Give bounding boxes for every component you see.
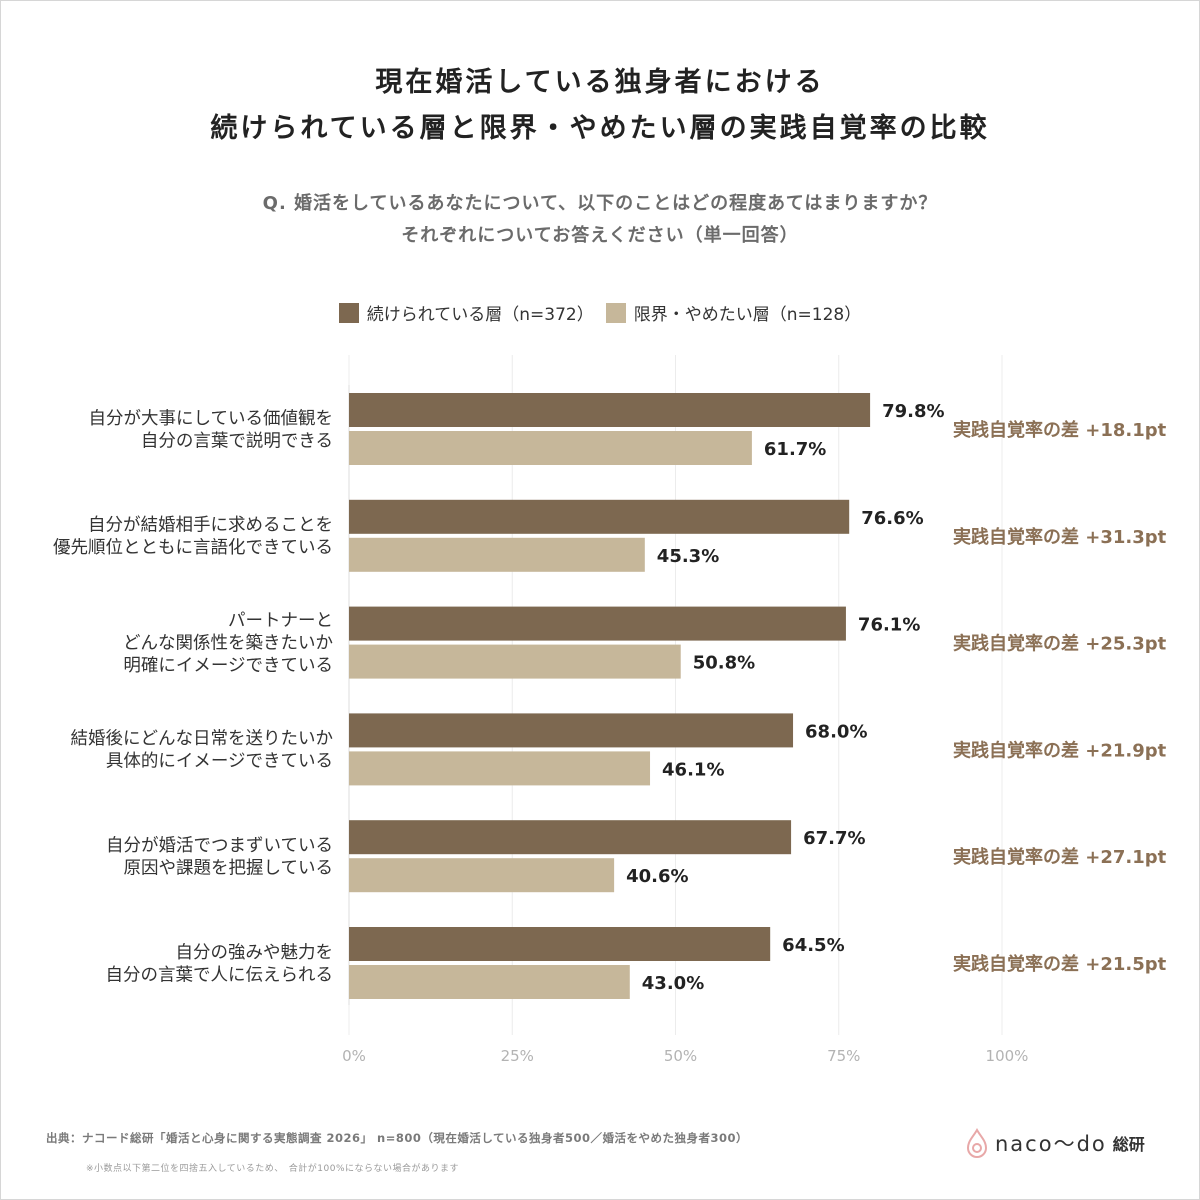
difference-label: 実践自覚率の差 +27.1pt — [953, 846, 1167, 868]
x-tick-label: 25% — [501, 1047, 534, 1065]
legend-item-series-2: 限界・やめたい層（n=128） — [605, 300, 862, 325]
category-label: 自分の言葉で人に伝えられる — [106, 965, 334, 985]
bar-value-label: 64.5% — [782, 935, 844, 956]
bar-chart: 0% 25% 50% 75% 100% 自分が大事にしている価値観を自分の言葉で説明できる… — [53, 355, 1167, 1065]
category-label: パートナーと — [228, 611, 333, 631]
bar-series-1 — [349, 820, 792, 855]
legend-label-series-2: 限界・やめたい層（n=128） — [633, 305, 862, 325]
bar-value-label: 43.0% — [642, 973, 704, 994]
bar-series-1 — [349, 927, 771, 961]
logo: naco〜do 総研 — [965, 1128, 1145, 1158]
bar-value-label: 76.1% — [858, 615, 920, 636]
bar-series-2 — [349, 431, 752, 465]
category-label: 自分が結婚相手に求めることを — [88, 516, 333, 536]
bar-series-2 — [349, 965, 630, 999]
bar-value-label: 76.6% — [861, 508, 923, 529]
difference-label: 実践自覚率の差 +21.5pt — [953, 953, 1167, 975]
bar-series-1 — [349, 393, 871, 427]
bar-series-1 — [349, 713, 794, 748]
x-tick-label: 0% — [342, 1047, 366, 1065]
legend-label-series-1: 続けられている層（n=372） — [366, 305, 594, 325]
bar-value-label: 40.6% — [626, 866, 688, 887]
bar-series-2 — [349, 644, 681, 679]
source-text: 出典：ナコード総研「婚活と心身に関する実態調査 2026」 n=800（現在婚活… — [46, 1131, 749, 1145]
difference-label: 実践自覚率の差 +18.1pt — [953, 419, 1167, 441]
footnote-text: ※小数点以下第二位を四捨五入しているため、 合計が100%にならない場合がありま… — [86, 1164, 460, 1174]
question-line-1: Q. 婚活をしているあなたについて、以下のことはどの程度あてはまりますか？ — [262, 193, 938, 214]
difference-label: 実践自覚率の差 +31.3pt — [953, 526, 1167, 548]
x-tick-label: 50% — [664, 1047, 697, 1065]
category-label: 自分が大事にしている価値観を — [89, 409, 333, 429]
difference-label: 実践自覚率の差 +21.9pt — [953, 739, 1167, 761]
category-label: 自分が婚活でつまずいている — [106, 836, 333, 856]
category-label: 原因や課題を把握している — [124, 858, 333, 878]
bar-value-label: 50.8% — [693, 653, 755, 674]
legend-swatch-series-2 — [605, 302, 626, 323]
bar-value-label: 68.0% — [805, 721, 867, 742]
bar-series-2 — [349, 858, 615, 893]
logo-text: naco〜do — [995, 1132, 1107, 1156]
bar-series-2 — [349, 537, 645, 572]
x-tick-label: 100% — [986, 1047, 1029, 1065]
x-tick-label: 75% — [827, 1047, 860, 1065]
category-label: どんな関係性を築きたいか — [123, 634, 333, 654]
bar-value-label: 79.8% — [882, 401, 944, 422]
category-label: 自分の強みや魅力を — [176, 943, 334, 963]
logo-drop-icon — [966, 1128, 988, 1158]
bar-value-label: 45.3% — [657, 546, 719, 567]
logo-tag: 総研 — [1112, 1135, 1145, 1154]
bar-value-label: 61.7% — [764, 439, 826, 460]
chart-title-line-1: 現在婚活している独身者における — [375, 67, 825, 98]
bar-series-2 — [349, 751, 651, 786]
bar-value-label: 46.1% — [662, 759, 724, 780]
category-label: 自分の言葉で説明できる — [141, 431, 333, 451]
bar-value-label: 67.7% — [803, 828, 865, 849]
category-label: 優先順位とともに言語化できている — [53, 538, 333, 558]
legend-swatch-series-1 — [338, 302, 359, 323]
bar-series-1 — [349, 606, 846, 641]
chart-title-line-2: 続けられている層と限界・やめたい層の実践自覚率の比較 — [210, 113, 990, 144]
question-line-2: それぞれについてお答えください（単一回答） — [401, 225, 799, 246]
bar-series-1 — [349, 499, 850, 534]
category-label: 具体的にイメージできている — [106, 752, 333, 772]
category-label: 明確にイメージできている — [123, 656, 333, 676]
category-label: 結婚後にどんな日常を送りたいか — [71, 729, 334, 749]
legend-item-series-1: 続けられている層（n=372） — [338, 300, 594, 325]
legend: 続けられている層（n=372） 限界・やめたい層（n=128） — [0, 300, 1200, 325]
difference-label: 実践自覚率の差 +25.3pt — [953, 633, 1167, 655]
